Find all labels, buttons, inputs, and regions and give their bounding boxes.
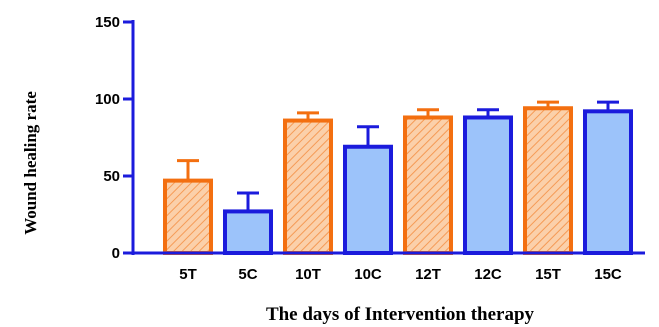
x-axis-label: The days of Intervention therapy bbox=[266, 304, 535, 325]
bar-10t bbox=[283, 118, 333, 255]
x-tick-5c: 5C bbox=[238, 266, 257, 283]
bar-15t bbox=[523, 106, 573, 255]
x-tick-10c: 10C bbox=[354, 266, 382, 283]
y-axis-label: Wound healing rate bbox=[21, 91, 40, 235]
bar-5c bbox=[223, 209, 273, 255]
bar-15c bbox=[583, 109, 633, 255]
x-tick-15t: 15T bbox=[535, 266, 561, 283]
x-tick-15c: 15C bbox=[594, 266, 622, 283]
x-tick-12c: 12C bbox=[474, 266, 502, 283]
y-tick-0: 0 bbox=[112, 245, 120, 262]
bar-12c bbox=[463, 115, 513, 256]
y-tick-150: 150 bbox=[95, 14, 120, 31]
x-tick-10t: 10T bbox=[295, 266, 321, 283]
bar-10c bbox=[343, 144, 393, 256]
y-tick-50: 50 bbox=[103, 168, 120, 185]
bar-12t bbox=[403, 115, 453, 256]
bars-layer bbox=[163, 100, 633, 256]
bar-5t bbox=[163, 178, 213, 255]
x-tick-12t: 12T bbox=[415, 266, 441, 283]
x-tick-5t: 5T bbox=[179, 266, 197, 283]
y-tick-100: 100 bbox=[95, 91, 120, 108]
axes-layer: 5T 5C 10T 10C 12T 12C 15T 15C 0 50 100 150 bbox=[95, 14, 645, 283]
